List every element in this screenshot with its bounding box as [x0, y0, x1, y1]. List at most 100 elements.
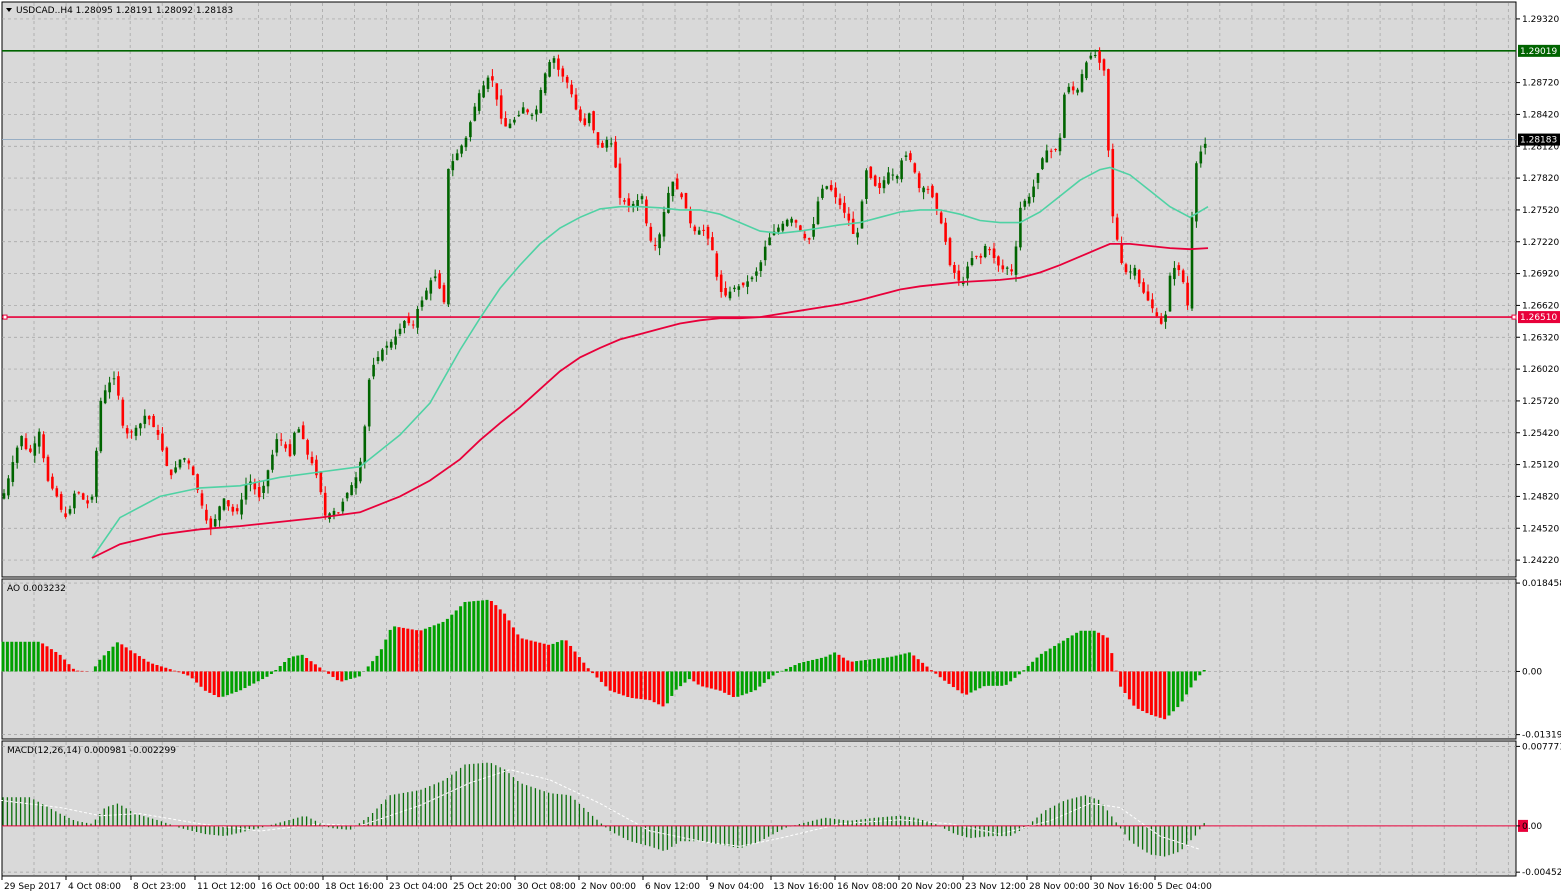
- y-tick-label: 1.25720: [1522, 397, 1559, 407]
- candle-body: [7, 478, 10, 496]
- candle-body: [99, 400, 103, 452]
- y-tick-label: 1.29320: [1522, 15, 1559, 25]
- candle-body: [495, 83, 499, 100]
- candle-body: [618, 163, 622, 198]
- candle-body: [64, 513, 67, 517]
- candle-body: [169, 469, 173, 476]
- candle-body: [887, 172, 890, 184]
- candle-body: [310, 456, 314, 464]
- candle-body: [909, 153, 912, 161]
- candle-body: [631, 203, 635, 207]
- candle-body: [416, 308, 419, 328]
- price-tag: [1518, 133, 1560, 146]
- candle-body: [935, 193, 939, 209]
- candle-body: [130, 431, 133, 433]
- candle-body: [125, 428, 129, 434]
- candle-body: [200, 493, 204, 506]
- y-tick-label: 1.26920: [1522, 270, 1559, 280]
- candle-body: [1151, 299, 1154, 309]
- x-tick-label: 29 Sep 2017: [4, 882, 61, 892]
- candle-body: [574, 94, 578, 110]
- main-panel[interactable]: [1, 1, 1517, 578]
- candle-body: [1142, 282, 1145, 293]
- candle-body: [750, 277, 754, 280]
- candle-body: [733, 287, 736, 290]
- candle-body: [904, 155, 908, 157]
- candle-body: [755, 271, 758, 276]
- candle-body: [592, 111, 595, 131]
- ao-panel[interactable]: [1, 578, 1517, 740]
- candle-body: [117, 376, 120, 396]
- candle-body: [288, 444, 292, 457]
- candle-body: [961, 282, 965, 285]
- candle-body: [161, 433, 164, 451]
- candle-body: [438, 273, 441, 289]
- macd-panel[interactable]: [1, 740, 1517, 877]
- candle-body: [847, 213, 851, 221]
- x-tick-label: 11 Oct 12:00: [197, 882, 256, 892]
- candle-body: [134, 427, 138, 436]
- candle-body: [262, 485, 265, 493]
- candle-body: [1195, 163, 1198, 222]
- candle-body: [42, 434, 45, 459]
- candle-body: [741, 282, 745, 286]
- candle-body: [90, 496, 94, 500]
- candle-body: [957, 270, 961, 281]
- x-tick-label: 4 Oct 08:00: [68, 882, 121, 892]
- candle-body: [799, 225, 802, 231]
- candle-body: [491, 76, 494, 81]
- candle-body: [1036, 173, 1040, 183]
- candle-body: [684, 192, 688, 209]
- candle-body: [1111, 148, 1115, 217]
- candle-body: [464, 137, 468, 148]
- price-tag: [1518, 311, 1560, 324]
- candle-body: [1190, 217, 1194, 309]
- support-handle: [1511, 314, 1517, 320]
- candle-body: [354, 477, 358, 489]
- candle-body: [680, 193, 683, 198]
- symbol-dropdown-icon[interactable]: [6, 8, 12, 12]
- candle-body: [1001, 265, 1005, 270]
- macd-header: MACD(12,26,14) 0.000981 -0.002299: [7, 746, 176, 756]
- candle-body: [112, 378, 116, 380]
- y-tick-label: 1.24820: [1522, 492, 1559, 502]
- candle-body: [227, 500, 230, 507]
- macd-zero-tag: [1518, 819, 1528, 832]
- candle-body: [420, 300, 424, 307]
- candle-body: [447, 168, 450, 305]
- candle-body: [1032, 186, 1035, 198]
- candle-body: [746, 281, 749, 287]
- y-tick-label: 1.26320: [1522, 333, 1559, 343]
- candle-body: [29, 448, 32, 452]
- candle-body: [306, 440, 309, 455]
- candle-body: [1177, 265, 1181, 271]
- candle-body: [95, 450, 98, 497]
- x-tick-label: 30 Nov 16:00: [1093, 882, 1154, 892]
- candle-body: [253, 482, 257, 490]
- candle-body: [601, 142, 604, 148]
- candle-body: [851, 218, 855, 234]
- candle-body: [1107, 69, 1110, 151]
- candle-body: [293, 432, 296, 455]
- candle-body: [979, 255, 983, 258]
- candle-body: [882, 180, 886, 189]
- candle-body: [1098, 50, 1101, 63]
- candle-body: [790, 218, 793, 223]
- candle-body: [425, 290, 428, 300]
- candle-body: [213, 519, 217, 527]
- candle-body: [183, 458, 186, 460]
- candle-body: [73, 493, 76, 509]
- candle-body: [1063, 94, 1066, 138]
- candle-body: [442, 285, 446, 303]
- candle-body: [15, 447, 19, 463]
- candle-body: [552, 58, 556, 63]
- candle-body: [108, 382, 111, 393]
- candle-body: [645, 199, 648, 224]
- candle-body: [482, 85, 485, 98]
- y-tick-label: 1.25120: [1522, 461, 1559, 471]
- candle-body: [900, 160, 903, 180]
- candle-body: [1168, 275, 1172, 312]
- candle-body: [37, 431, 41, 447]
- candle-body: [975, 255, 978, 257]
